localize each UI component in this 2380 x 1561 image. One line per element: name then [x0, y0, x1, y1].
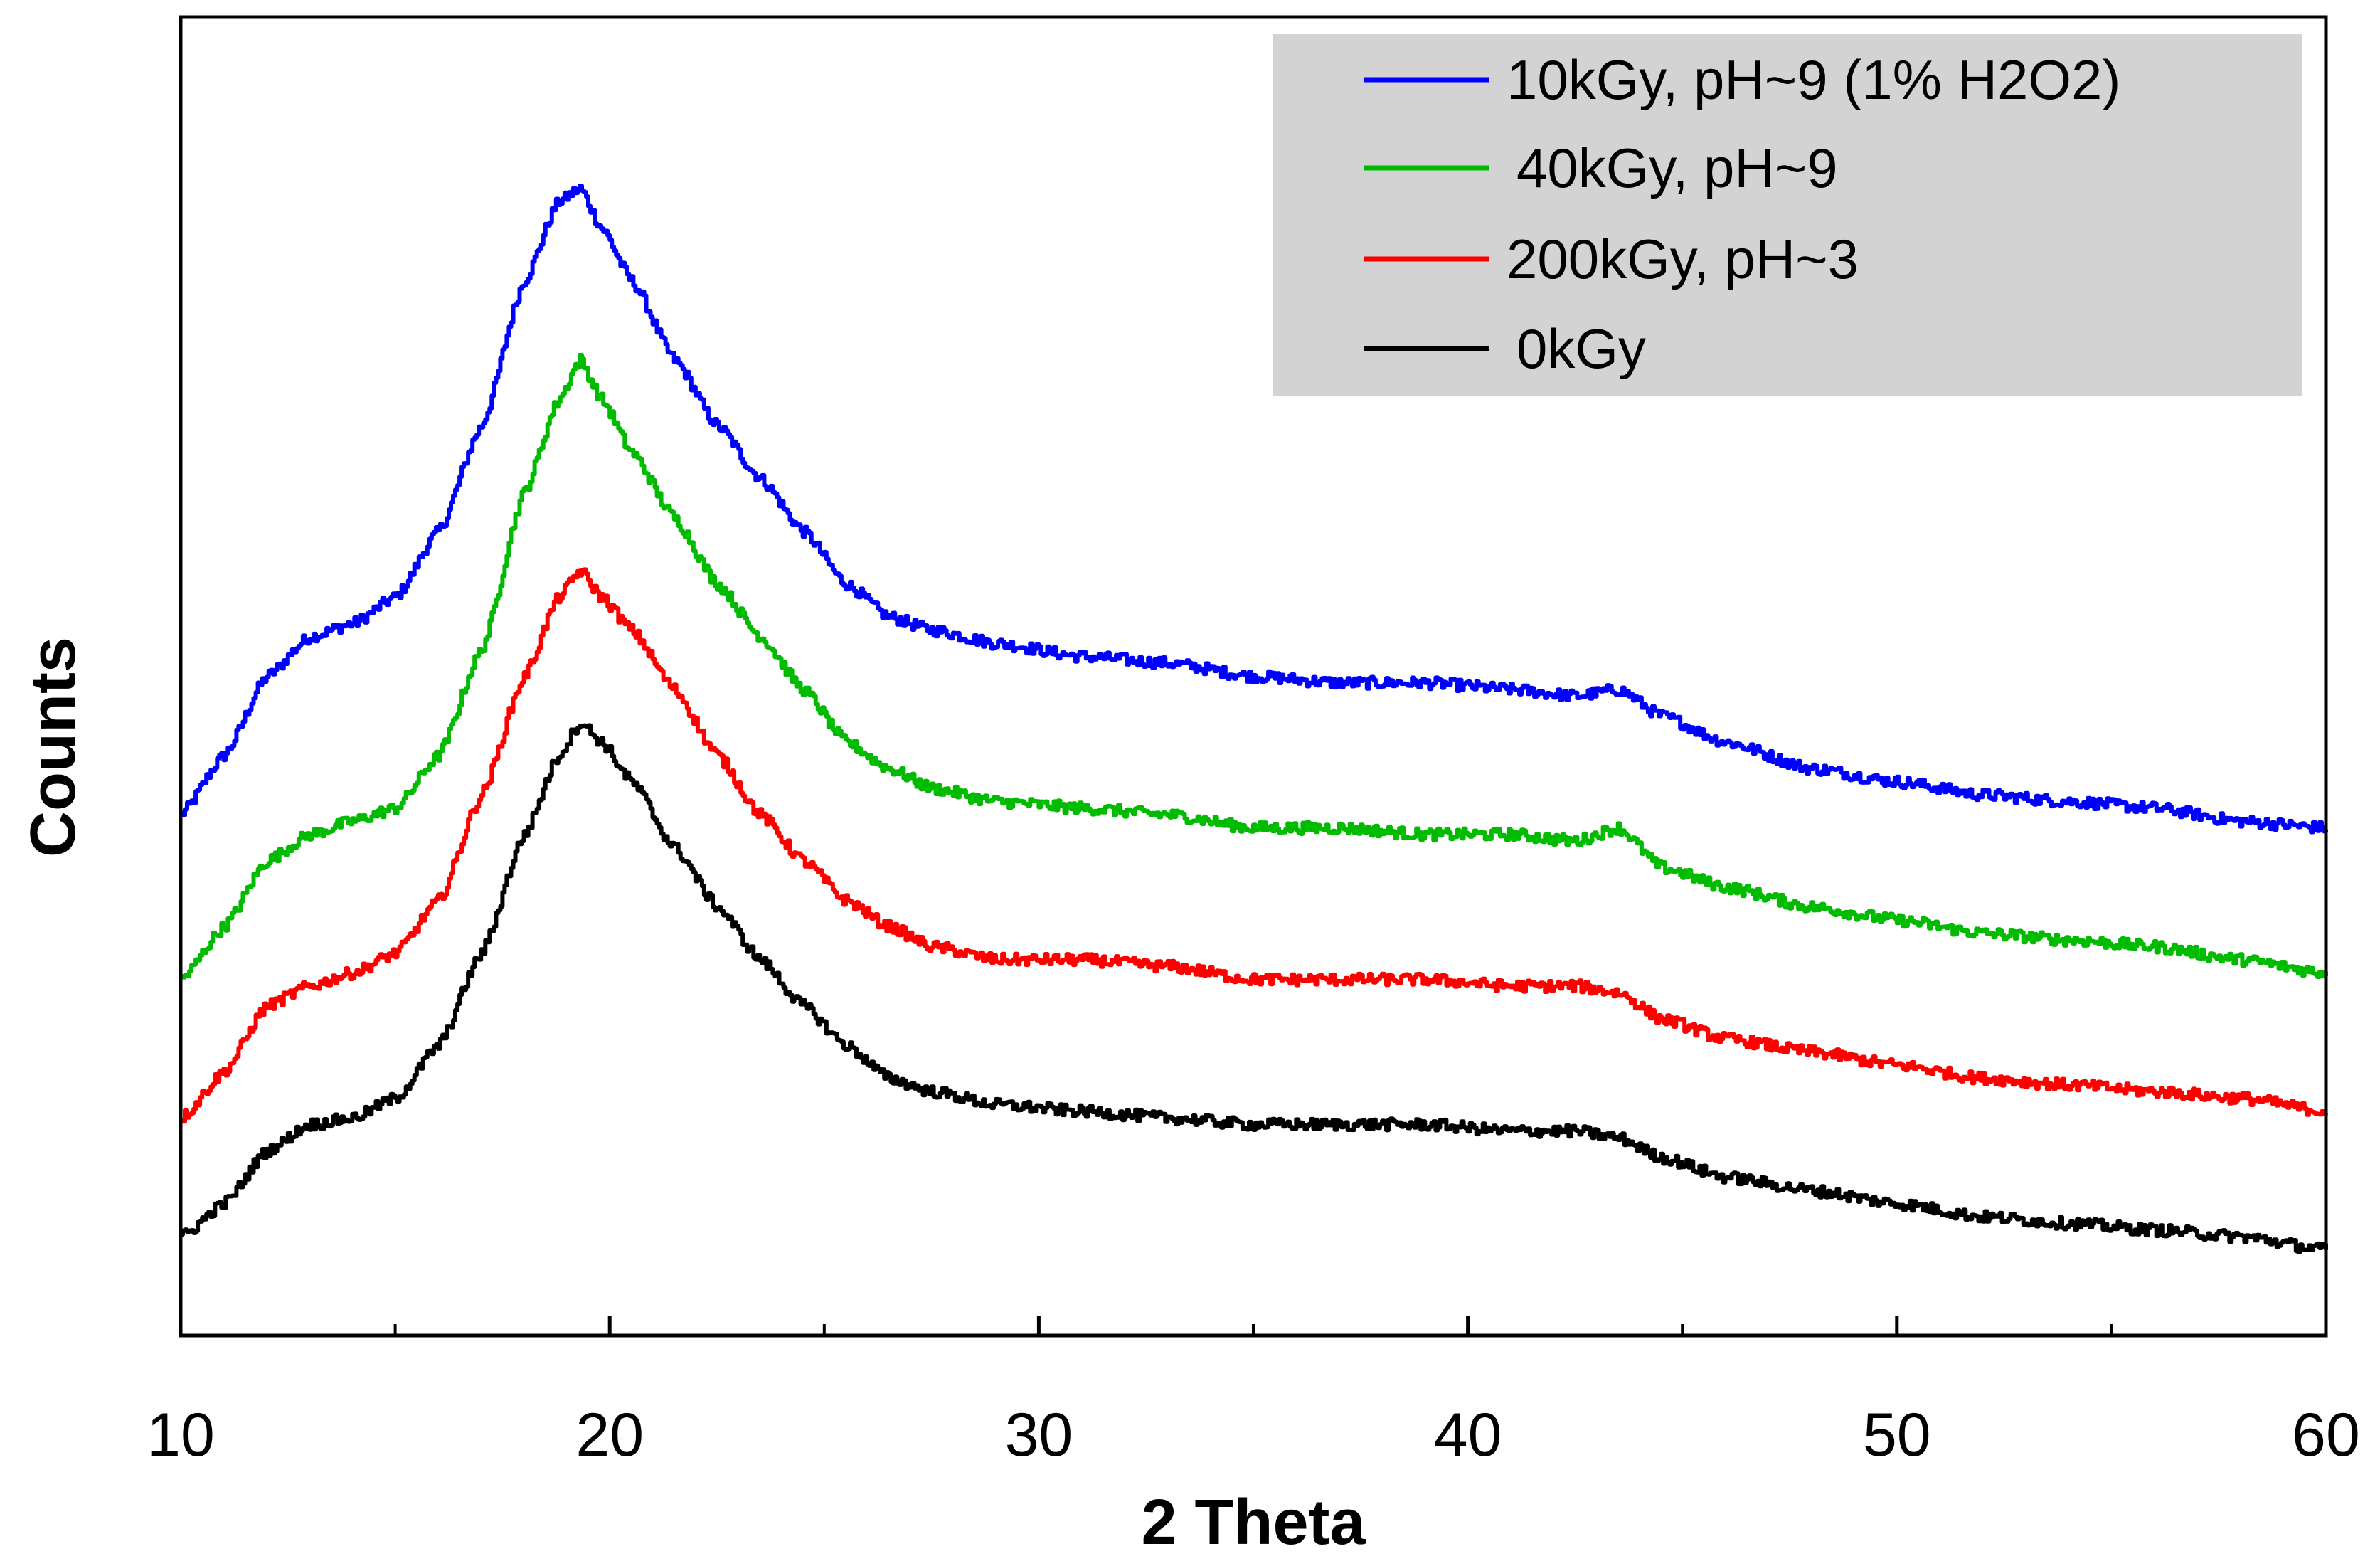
- series-line-1: [181, 352, 2328, 980]
- x-tick-label-30: 30: [1005, 1401, 1073, 1469]
- series-line-0: [181, 184, 2328, 835]
- x-tick-label-20: 20: [575, 1401, 644, 1469]
- y-axis-title: Counts: [18, 637, 89, 857]
- legend-label-3: 0kGy: [1516, 317, 1646, 380]
- series-lines-layer: [181, 184, 2328, 1254]
- legend-label-0: 10kGy, pH~9 (1% H2O2): [1507, 48, 2120, 111]
- series-line-2: [181, 567, 2328, 1124]
- x-tick-label-60: 60: [2292, 1401, 2360, 1469]
- legend-items: 10kGy, pH~9 (1% H2O2) 40kGy, pH~9 200kGy, …: [1364, 48, 2120, 380]
- legend: 10kGy, pH~9 (1% H2O2) 40kGy, pH~9 200kGy, …: [1273, 34, 2302, 396]
- legend-box: [1273, 34, 2302, 396]
- legend-label-1: 40kGy, pH~9: [1516, 137, 1838, 199]
- legend-label-2: 200kGy, pH~3: [1507, 228, 1859, 290]
- x-tick-label-40: 40: [1434, 1401, 1502, 1469]
- x-axis-title: 2 Theta: [1141, 1487, 1366, 1558]
- x-tick-label-10: 10: [147, 1401, 215, 1469]
- x-tick-label-50: 50: [1863, 1401, 1931, 1469]
- series-line-3: [181, 723, 2328, 1254]
- x-axis-ticks: 10 20 30 40 50 60: [147, 1316, 2360, 1469]
